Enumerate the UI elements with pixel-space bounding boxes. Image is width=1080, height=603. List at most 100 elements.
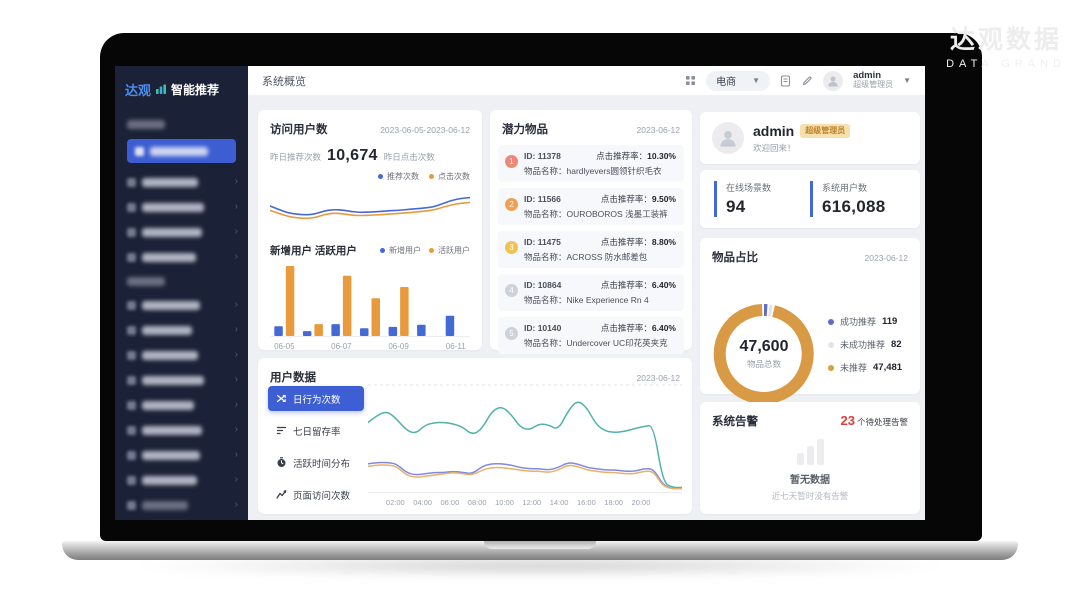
logo-icon: [155, 84, 167, 95]
clock-icon: [277, 457, 286, 467]
chevron-right-icon: ›: [234, 474, 238, 485]
topbar-right: 电商 ▼ admin 超级管理员: [685, 70, 911, 91]
tab-label: 七日留存率: [293, 426, 341, 438]
role-badge: 超级管理员: [800, 123, 851, 138]
grid-icon[interactable]: [685, 75, 696, 86]
user-info[interactable]: admin 超级管理员: [853, 71, 893, 89]
sidebar-item[interactable]: ›: [127, 299, 238, 311]
panel-system-alerts: 系统告警 23 个待处理告警 暂无数据 近七天暂时没有告警: [700, 402, 920, 514]
rate-label: 点击推荐率：: [600, 280, 652, 290]
legend-label: 推荐次数: [387, 172, 419, 181]
legend-item-unrecommended[interactable]: 未推荐 47,481: [828, 361, 902, 374]
sidebar-item[interactable]: ›: [127, 251, 238, 263]
item-id: ID: 11566: [524, 194, 561, 204]
sidebar-item[interactable]: ›: [127, 226, 238, 238]
kpi-rec-value: 10,674: [327, 147, 378, 164]
panel-item-ratio: 物品占比 2023-06-12 47,600 物品总数 成功推荐 119 未成功推…: [700, 238, 920, 404]
legend-item-unsuccessful[interactable]: 未成功推荐 82: [828, 338, 902, 351]
scene-select[interactable]: 电商 ▼: [706, 70, 771, 91]
rate-value: 8.80%: [651, 237, 676, 247]
name-label: 物品名称：: [524, 338, 567, 348]
rate-value: 10.30%: [647, 151, 676, 161]
legend-item-rec[interactable]: 推荐次数: [378, 171, 419, 182]
svg-text:06-05: 06-05: [274, 342, 295, 351]
document-icon[interactable]: [780, 74, 791, 87]
user-data-line-chart: 02:00 04:00 06:00 08:00 10:00 12:00 14:00 16:00…: [367, 384, 683, 507]
shuffle-icon: [276, 394, 286, 403]
ratio-legend: 成功推荐 119 未成功推荐 82 未推荐 47,481: [828, 315, 902, 374]
rate-value: 6.40%: [651, 280, 676, 290]
chevron-right-icon: ›: [234, 226, 238, 237]
sidebar-item[interactable]: ›: [127, 499, 238, 511]
legend-item-click[interactable]: 点击次数: [429, 171, 470, 182]
sidebar-item[interactable]: ›: [127, 449, 238, 461]
potential-list: 1 ID: 11378 点击推荐率：10.30% 物品名称：hardlyevers…: [490, 137, 692, 354]
tab-retention[interactable]: 七日留存率: [268, 418, 364, 443]
svg-text:18:00: 18:00: [604, 498, 623, 507]
filter-icon: [276, 426, 287, 435]
pen-icon[interactable]: [801, 75, 813, 87]
tab-label: 日行为次数: [293, 394, 341, 406]
panel-visit-users: 访问用户数 2023-06-05-2023-06-12 昨日推荐次数 10,67…: [258, 110, 482, 351]
sidebar-item[interactable]: ›: [127, 324, 238, 336]
alerts-suffix: 个待处理告警: [856, 417, 908, 427]
rate-label: 点击推荐率：: [600, 237, 652, 247]
list-item[interactable]: 2 ID: 11566 点击推荐率：9.50% 物品名称：OUROBOROS 浅墨…: [498, 188, 684, 225]
list-item[interactable]: 5 ID: 10140 点击推荐率：6.40% 物品名称：Undercover U…: [498, 317, 684, 354]
sidebar-item[interactable]: ›: [127, 399, 238, 411]
sidebar-section-label: [127, 120, 165, 129]
legend-item-active[interactable]: 活跃用户: [429, 245, 470, 256]
sidebar-item[interactable]: ›: [127, 176, 238, 188]
ratio-panel-title: 物品占比: [712, 252, 758, 264]
app-window: 达观 智能推荐 › › › › › › › › › › › › › 系统概览 电商 ▼: [115, 66, 925, 520]
svg-text:10:00: 10:00: [495, 498, 514, 507]
legend-dot-blue: [380, 248, 385, 253]
list-item[interactable]: 3 ID: 11475 点击推荐率：8.80% 物品名称：ACROSS 防水邮差包: [498, 231, 684, 268]
sidebar-item[interactable]: ›: [127, 374, 238, 386]
legend-item-success[interactable]: 成功推荐 119: [828, 315, 902, 328]
empty-subtitle: 近七天暂时没有告警: [771, 491, 849, 501]
users-bar-chart: 06-05 06-07 06-09 06-11: [270, 266, 470, 351]
svg-text:06-11: 06-11: [446, 342, 466, 351]
users-bar-title: 新增用户 活跃用户: [270, 245, 357, 257]
panel-account: admin 超级管理员 欢迎回来！: [700, 112, 920, 164]
tab-active-time[interactable]: 活跃时间分布: [268, 450, 364, 475]
legend-label: 未推荐: [840, 363, 868, 373]
avatar[interactable]: [823, 70, 844, 91]
item-id: ID: 11475: [524, 237, 561, 247]
chevron-right-icon: ›: [234, 424, 238, 435]
sidebar-item[interactable]: ›: [127, 474, 238, 486]
legend-dot-orange: [429, 248, 434, 253]
visit-legend: 推荐次数 点击次数: [258, 165, 482, 182]
rate-label: 点击推荐率：: [600, 323, 652, 333]
stat-label: 系统用户数: [822, 183, 868, 193]
item-name: Undercover UC印花英夹克: [566, 338, 668, 348]
chevron-right-icon: ›: [234, 176, 238, 187]
list-item[interactable]: 4 ID: 10864 点击推荐率：6.40% 物品名称：Nike Experie…: [498, 274, 684, 311]
ratio-panel-date: 2023-06-12: [864, 253, 908, 263]
user-name: admin: [853, 70, 882, 82]
tab-page-visits[interactable]: 页面访问次数: [268, 482, 364, 507]
item-name: ACROSS 防水邮差包: [566, 252, 648, 262]
dashboard-content: 访问用户数 2023-06-05-2023-06-12 昨日推荐次数 10,67…: [248, 96, 925, 520]
sidebar-item[interactable]: ›: [127, 424, 238, 436]
legend-label: 活跃用户: [438, 246, 470, 255]
chevron-down-icon: ▼: [752, 76, 761, 85]
legend-label: 点击次数: [438, 172, 470, 181]
svg-text:04:00: 04:00: [413, 498, 432, 507]
alerts-pending[interactable]: 23 个待处理告警: [841, 413, 908, 428]
legend-item-new[interactable]: 新增用户: [380, 245, 421, 256]
user-menu-chevron-icon[interactable]: ▼: [903, 76, 911, 85]
sidebar-item[interactable]: ›: [127, 349, 238, 361]
sidebar-item-active[interactable]: [127, 139, 236, 163]
kpi-click-label: 昨日点击次数: [383, 152, 435, 162]
sidebar-item[interactable]: ›: [127, 201, 238, 213]
tab-daily-behavior[interactable]: 日行为次数: [268, 386, 364, 411]
svg-text:02:00: 02:00: [386, 498, 405, 507]
avatar: [712, 122, 744, 154]
visit-panel-daterange: 2023-06-05-2023-06-12: [380, 125, 470, 135]
logo-product-text: 智能推荐: [171, 82, 220, 97]
list-item[interactable]: 1 ID: 11378 点击推荐率：10.30% 物品名称：hardlyevers…: [498, 145, 684, 182]
empty-chart-icon: [796, 439, 824, 465]
chevron-right-icon: ›: [234, 499, 238, 510]
